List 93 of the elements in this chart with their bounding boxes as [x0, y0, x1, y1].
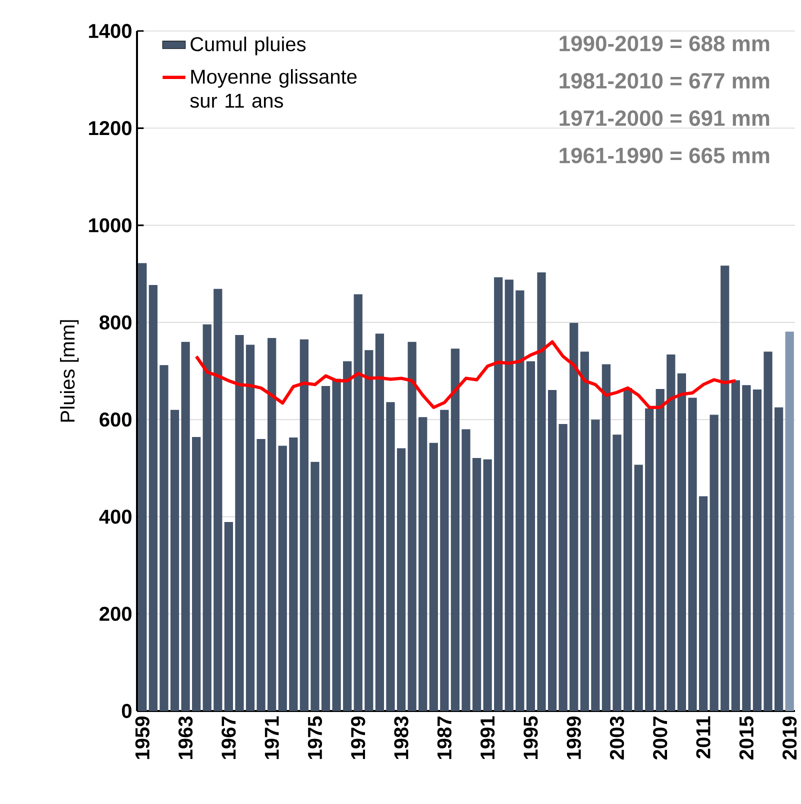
bar — [494, 277, 503, 711]
bar — [548, 390, 557, 711]
y-tick-label: 200 — [100, 606, 132, 621]
annotation: 1990-2019 = 688 mm — [560, 36, 770, 52]
y-axis-title: Pluies [mm] — [60, 320, 79, 422]
x-tick-label: 1983 — [394, 716, 408, 759]
bar — [602, 364, 610, 711]
bar — [516, 290, 524, 711]
y-tick-label: 600 — [100, 412, 132, 427]
bar — [623, 388, 632, 711]
x-tick-label: 1967 — [222, 716, 236, 759]
bar — [214, 288, 222, 711]
bar — [181, 342, 190, 711]
bar — [450, 348, 460, 711]
x-tick-label: 2011 — [696, 716, 710, 758]
legend-label: Moyenne glissante sur 11 ans — [190, 69, 357, 108]
bar — [440, 410, 449, 711]
x-tick-label: 1991 — [480, 716, 495, 759]
legend-label: Cumul pluies — [190, 36, 306, 56]
bar — [364, 350, 374, 711]
bar — [710, 414, 718, 711]
bar — [224, 522, 233, 711]
bar — [354, 294, 362, 711]
bar — [332, 378, 341, 711]
bar — [246, 344, 255, 711]
bar — [558, 424, 568, 711]
y-tick-label: 1000 — [89, 218, 132, 232]
bar — [289, 438, 298, 711]
x-tick-label: 1995 — [524, 716, 538, 759]
x-tick-label: 1999 — [566, 716, 581, 759]
bar — [591, 420, 600, 711]
bar — [731, 380, 740, 711]
x-tick-label: 2019 — [782, 716, 797, 760]
bar — [720, 266, 730, 711]
bar — [192, 437, 201, 711]
bar — [785, 332, 794, 711]
bar — [235, 335, 244, 711]
bar — [612, 434, 622, 711]
bar — [160, 365, 168, 711]
bar — [472, 458, 482, 711]
y-tick-label: 1400 — [89, 24, 132, 38]
bar — [256, 438, 266, 711]
bar — [677, 373, 686, 711]
bar — [645, 408, 654, 711]
bar — [774, 407, 784, 711]
annotation: 1971-2000 = 691 mm — [560, 110, 770, 126]
bar — [386, 402, 395, 711]
bar — [764, 352, 772, 711]
x-tick-label: 2003 — [610, 716, 624, 760]
bar — [688, 398, 697, 711]
bar — [408, 342, 416, 711]
bar — [483, 459, 492, 711]
bar — [742, 385, 751, 711]
bar — [634, 464, 643, 711]
bar — [396, 448, 406, 711]
bar — [375, 334, 384, 711]
bar — [300, 339, 308, 711]
bar — [656, 388, 664, 711]
x-tick-label: 2007 — [653, 716, 668, 760]
bar — [462, 429, 470, 711]
bar — [138, 263, 147, 711]
bar — [278, 446, 287, 711]
x-tick-label: 1979 — [350, 716, 366, 759]
bar — [202, 324, 212, 711]
bar — [267, 338, 276, 711]
line-series — [194, 340, 738, 410]
bar — [580, 352, 589, 711]
x-tick-label: 1959 — [135, 716, 150, 759]
bar — [321, 386, 330, 711]
bar — [752, 389, 762, 711]
bar — [504, 280, 514, 711]
x-tick-label: 1971 — [264, 716, 279, 759]
bar — [170, 410, 180, 711]
x-tick-label: 1963 — [178, 716, 193, 759]
y-tick-label: 0 — [122, 704, 132, 718]
annotation: 1961-1990 = 665 mm — [560, 148, 770, 164]
bar — [526, 361, 535, 711]
bar — [698, 496, 708, 711]
x-tick-label: 1975 — [308, 716, 322, 759]
y-tick-label: 800 — [100, 315, 132, 330]
y-tick-label: 400 — [99, 510, 132, 524]
bar — [666, 354, 676, 711]
y-tick-label: 1200 — [89, 121, 132, 136]
annotation: 1981-2010 = 677 mm — [560, 73, 770, 89]
bar — [310, 462, 320, 711]
x-tick-label: 2015 — [739, 716, 754, 760]
bar — [429, 442, 438, 711]
x-tick-label: 1987 — [437, 716, 452, 759]
bar — [148, 285, 158, 711]
bar — [569, 322, 578, 711]
bar — [342, 361, 352, 711]
bar — [418, 417, 428, 711]
bar — [537, 272, 546, 711]
